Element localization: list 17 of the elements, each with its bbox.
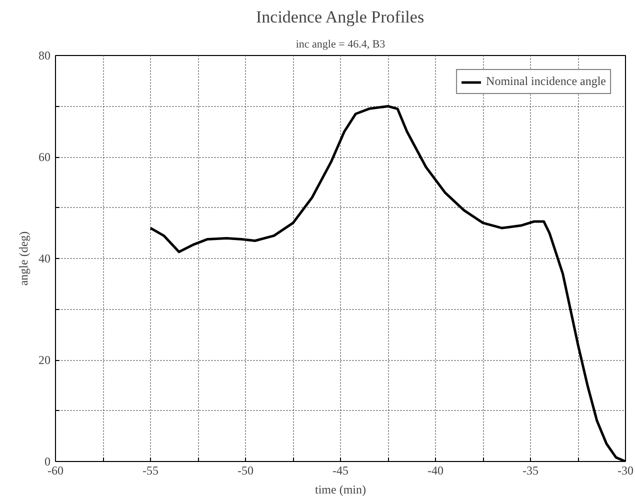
- x-tick-label: -45: [332, 464, 348, 478]
- x-tick-label: -50: [238, 464, 254, 478]
- x-tick-label: -55: [142, 464, 158, 478]
- y-tick-label: 0: [44, 454, 50, 468]
- legend-label: Nominal incidence angle: [486, 74, 606, 89]
- y-axis-title: angle (deg): [16, 231, 30, 286]
- y-tick-label: 40: [38, 252, 50, 266]
- x-tick-label: -40: [428, 464, 444, 478]
- y-tick-label: 20: [38, 353, 50, 367]
- y-tick-label: 60: [38, 150, 50, 164]
- x-axis-title: time (min): [315, 482, 366, 496]
- chart-title: Incidence Angle Profiles: [256, 8, 424, 26]
- chart-subtitle: inc angle = 46.4, B3: [296, 38, 386, 50]
- y-tick-label: 80: [38, 48, 50, 62]
- x-tick-label: -35: [522, 464, 538, 478]
- x-tick-label: -30: [618, 464, 634, 478]
- x-tick-label: -60: [48, 464, 64, 478]
